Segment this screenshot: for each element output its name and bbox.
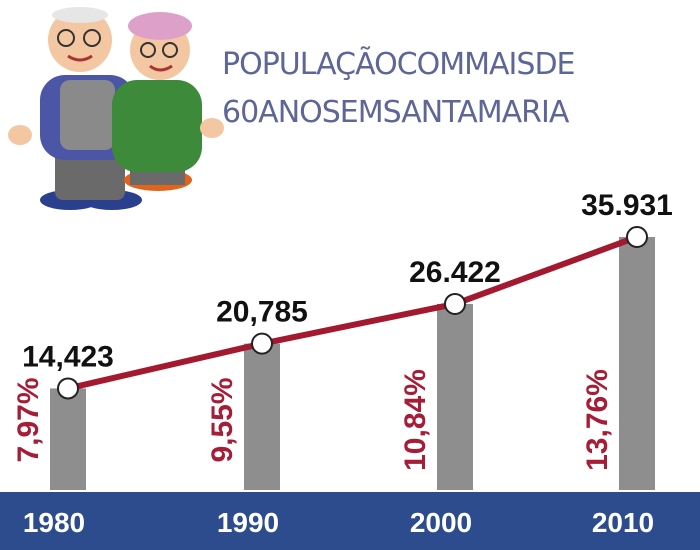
point (444, 292, 466, 315)
point (626, 226, 648, 248)
point (57, 377, 79, 400)
bar (50, 388, 86, 490)
illustration (8, 7, 224, 210)
value-label: 20,785 (216, 296, 308, 329)
year-label: 2010 (592, 507, 654, 538)
year-label: 1980 (23, 507, 85, 538)
title-line: 60ANOSEMSANTAMARIA (222, 95, 570, 130)
percentage-label: 7,97% (12, 377, 45, 462)
percentage-label: 13,76% (581, 369, 614, 471)
bar (437, 303, 473, 490)
trend-line (67, 234, 639, 392)
value-label: 26.422 (409, 256, 501, 289)
percentage-label: 10,84% (399, 369, 432, 471)
point (251, 332, 273, 355)
percentage-label: 9,55% (206, 377, 239, 462)
bar (619, 237, 655, 490)
year-band (0, 492, 700, 550)
value-label: 14,423 (22, 340, 114, 373)
bar (244, 343, 280, 490)
year-label: 1990 (217, 507, 279, 538)
year-label: 2000 (410, 507, 472, 538)
title-line: POPULAÇÃOCOMMAISDE (222, 46, 575, 82)
value-label: 35.931 (581, 189, 673, 222)
